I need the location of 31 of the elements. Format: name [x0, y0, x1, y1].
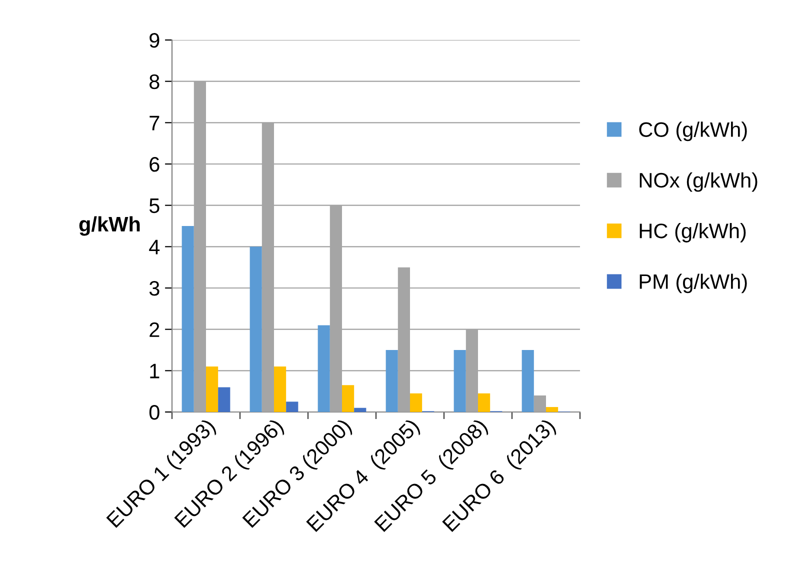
legend-label: NOx (g/kWh): [640, 172, 758, 192]
bar: [410, 393, 422, 412]
bar: [386, 350, 398, 412]
bar: [522, 350, 534, 412]
bar: [534, 395, 546, 412]
y-tick-label: 7: [150, 116, 160, 130]
legend-label: HC (g/kWh): [640, 223, 746, 242]
bar: [454, 350, 466, 412]
y-tick-label: 4: [149, 240, 160, 254]
bar: [318, 325, 330, 412]
y-tick-label: 5: [149, 198, 160, 214]
bar: [354, 408, 366, 412]
legend-label: CO (g/kWh): [639, 122, 747, 142]
y-tick-label: 1: [150, 364, 160, 378]
y-tick-label: 8: [150, 74, 160, 90]
bar: [286, 402, 298, 412]
y-tick-label: 2: [150, 322, 160, 337]
bar: [274, 366, 286, 412]
y-tick-label: 3: [149, 281, 160, 296]
bar: [342, 385, 354, 412]
legend-label: PM (g/kWh): [640, 274, 747, 294]
y-tick-label: 0: [149, 405, 160, 420]
y-axis-title: g/kWh: [79, 216, 140, 236]
bar: [218, 387, 230, 412]
bar: [546, 407, 558, 412]
y-tick-label: 6: [150, 157, 160, 172]
y-tick-label: 9: [150, 33, 160, 48]
bar: [250, 246, 262, 412]
bar: [182, 226, 194, 412]
bar: [206, 366, 218, 412]
bar: [478, 393, 490, 412]
